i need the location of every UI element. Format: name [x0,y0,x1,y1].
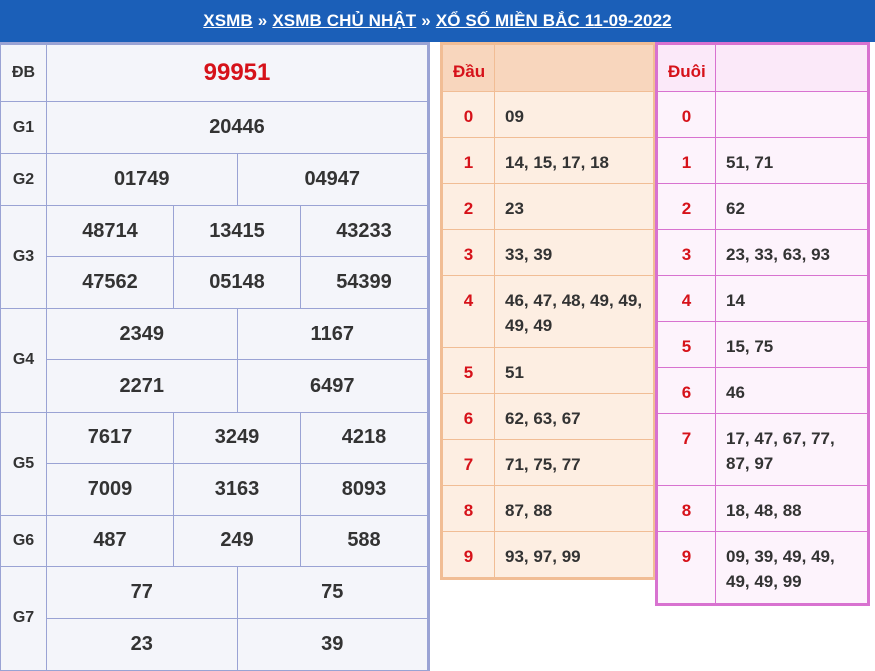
prize-label-g4: G4 [0,308,47,413]
prize-label-db: ĐB [0,43,47,103]
dau-table: Đầu 0 09 1 14, 15, 17, 18 2 23 3 33, 39 4 46,… [440,42,656,580]
dau-header-blank [494,44,654,92]
dau-digit: 0 [442,91,495,138]
prize-label-g2: G2 [0,153,47,207]
prize-number-g7: 75 [236,565,428,619]
duoi-values: 23, 33, 63, 93 [715,229,868,276]
duoi-values: 62 [715,183,868,230]
duoi-digit: 0 [657,91,716,138]
duoi-digit: 5 [657,321,716,368]
prize-number-g5: 3163 [173,462,301,516]
dau-values: 87, 88 [494,485,654,532]
duoi-values: 15, 75 [715,321,868,368]
dau-values: 93, 97, 99 [494,531,654,578]
prize-number-g3: 13415 [173,205,301,258]
dau-values: 09 [494,91,654,138]
breadcrumb-link-xsmb-chu-nhat[interactable]: XSMB CHỦ NHẬT [272,11,417,30]
dau-values: 62, 63, 67 [494,393,654,440]
duoi-table: Đuôi 0 1 51, 71 2 62 3 23, 33, 63, 93 4 14 5… [655,42,870,606]
prize-number-g3: 54399 [300,256,428,310]
breadcrumb-link-current[interactable]: XỔ SỐ MIỀN BẮC 11-09-2022 [435,11,672,30]
prize-number-g2: 04947 [236,153,428,207]
prize-number-g2: 01749 [46,153,238,207]
results-table: ĐB 99951 G1 20446 G2 01749 04947 G3 4871… [0,42,430,671]
dau-digit: 3 [442,229,495,276]
prize-number-g5: 7617 [46,411,174,464]
dau-values: 46, 47, 48, 49, 49, 49, 49 [494,275,654,348]
dau-digit: 9 [442,531,495,578]
prize-number-g4: 6497 [236,359,428,413]
duoi-digit: 4 [657,275,716,322]
breadcrumb-separator: » [421,11,431,30]
duoi-digit: 1 [657,137,716,184]
prize-label-g6: G6 [0,514,47,567]
duoi-values: 14 [715,275,868,322]
prize-number-g5: 4218 [300,411,428,464]
duoi-header-blank [715,44,868,92]
prize-number-g3: 47562 [46,256,174,310]
prize-label-g5: G5 [0,411,47,516]
prize-label-g1: G1 [0,101,47,155]
prize-number-g5: 3249 [173,411,301,464]
prize-number-g5: 7009 [46,462,174,516]
duoi-digit: 9 [657,531,716,604]
duoi-digit: 6 [657,367,716,414]
duoi-values [715,91,868,138]
dau-values: 71, 75, 77 [494,439,654,486]
breadcrumb: XSMB » XSMB CHỦ NHẬT » XỔ SỐ MIỀN BẮC 11… [0,0,875,42]
prize-number-g5: 8093 [300,462,428,516]
prize-number-g6: 487 [46,514,174,567]
prize-number-g3: 43233 [300,205,428,258]
prize-number-g3: 48714 [46,205,174,258]
duoi-digit: 8 [657,485,716,532]
dau-digit: 2 [442,183,495,230]
prize-number-g4: 2349 [46,308,238,361]
duoi-values: 46 [715,367,868,414]
dau-digit: 8 [442,485,495,532]
dau-values: 33, 39 [494,229,654,276]
duoi-values: 17, 47, 67, 77, 87, 97 [715,413,868,486]
prize-number-g4: 2271 [46,359,238,413]
prize-label-g7: G7 [0,565,47,671]
duoi-values: 51, 71 [715,137,868,184]
dau-values: 23 [494,183,654,230]
dau-digit: 5 [442,347,495,394]
duoi-values: 09, 39, 49, 49, 49, 49, 99 [715,531,868,604]
dau-header: Đầu [442,44,495,92]
duoi-digit: 3 [657,229,716,276]
duoi-digit: 2 [657,183,716,230]
prize-number-g6: 588 [300,514,428,567]
prize-number-g6: 249 [173,514,301,567]
prize-number-g1: 20446 [46,101,428,155]
prize-number-g7: 39 [236,617,428,671]
dau-digit: 1 [442,137,495,184]
dau-values: 51 [494,347,654,394]
prize-number-g3: 05148 [173,256,301,310]
dau-digit: 4 [442,275,495,348]
breadcrumb-link-xsmb[interactable]: XSMB [203,11,253,30]
prize-label-g3: G3 [0,205,47,310]
prize-number-g7: 23 [46,617,238,671]
duoi-digit: 7 [657,413,716,486]
prize-number-g4: 1167 [236,308,428,361]
duoi-header: Đuôi [657,44,716,92]
breadcrumb-separator: » [257,11,268,30]
dau-digit: 6 [442,393,495,440]
prize-number-g7: 77 [46,565,238,619]
duoi-values: 18, 48, 88 [715,485,868,532]
dau-digit: 7 [442,439,495,486]
dau-values: 14, 15, 17, 18 [494,137,654,184]
prize-number-db: 99951 [46,43,428,103]
